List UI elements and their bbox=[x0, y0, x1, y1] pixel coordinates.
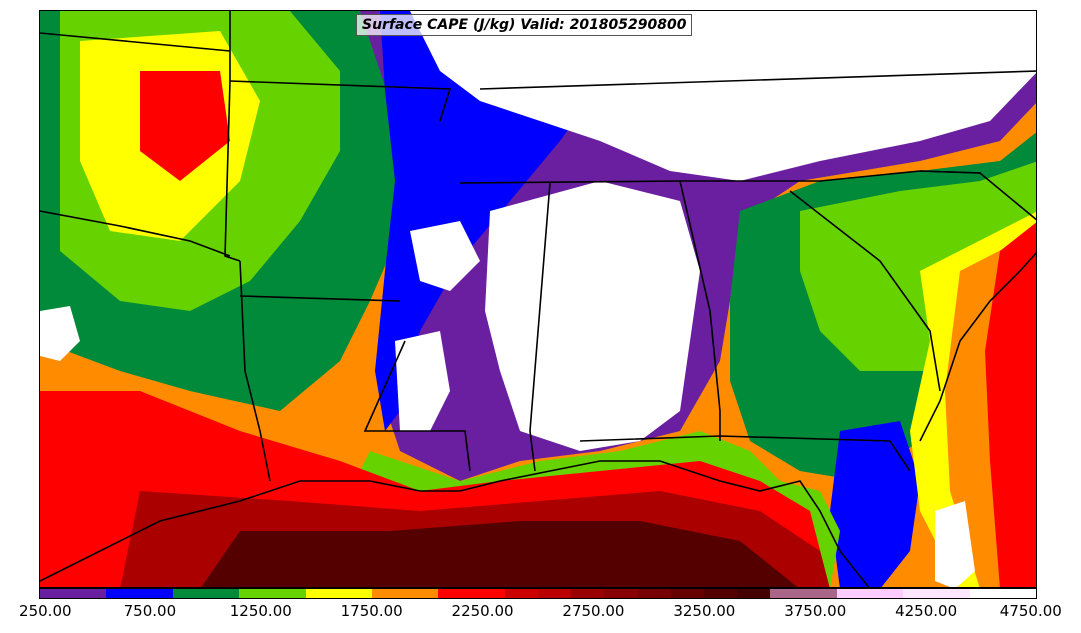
colorbar-tick-label: 250.00 bbox=[19, 602, 72, 620]
cape-region-red-nw bbox=[140, 71, 230, 181]
cape-region-white-florida bbox=[935, 501, 975, 587]
colorbar-segment bbox=[504, 589, 539, 598]
colorbar-segment bbox=[836, 589, 871, 598]
boundary-ozarks-north bbox=[40, 210, 231, 257]
colorbar-segment bbox=[936, 589, 970, 598]
boundary-sc-nc bbox=[919, 170, 1036, 221]
cape-region-darkestred-gulf bbox=[201, 521, 798, 587]
boundary-florida-panhandle bbox=[579, 435, 911, 472]
cape-colorbar bbox=[39, 588, 1037, 599]
cape-region-red-atlantic bbox=[985, 222, 1036, 587]
colorbar-segment bbox=[1002, 589, 1037, 598]
colorbar-segment bbox=[305, 589, 339, 598]
cape-region-white-alabama bbox=[485, 181, 700, 451]
coastline-atlantic bbox=[919, 252, 1036, 442]
colorbar-segment bbox=[40, 589, 74, 598]
cape-region-white-la bbox=[395, 331, 450, 431]
colorbar-segment bbox=[670, 589, 705, 598]
boundary-tennessee-north bbox=[479, 70, 1036, 90]
state-boundaries bbox=[40, 11, 1036, 587]
cape-region-white-north bbox=[410, 11, 1036, 181]
colorbar-segment bbox=[471, 589, 505, 598]
cape-map bbox=[39, 10, 1037, 588]
boundary-arkansas-louisiana bbox=[239, 295, 401, 302]
colorbar-segment bbox=[106, 589, 140, 598]
boundary-oklahoma-east bbox=[224, 11, 241, 262]
colorbar-segment bbox=[604, 589, 638, 598]
colorbar-tick-label: 3750.00 bbox=[784, 602, 847, 620]
colorbar-tick-label: 3250.00 bbox=[673, 602, 736, 620]
colorbar-segment bbox=[704, 589, 738, 598]
colorbar-tick-label: 1750.00 bbox=[340, 602, 403, 620]
boundary-missouri-arkansas bbox=[229, 80, 452, 122]
colorbar-segment bbox=[438, 589, 472, 598]
colorbar-tick-label: 750.00 bbox=[123, 602, 177, 620]
colorbar-segment bbox=[803, 589, 837, 598]
colorbar-tick-label: 4250.00 bbox=[895, 602, 958, 620]
colorbar-segment bbox=[338, 589, 373, 598]
colorbar-segment bbox=[637, 589, 671, 598]
colorbar-segment bbox=[538, 589, 572, 598]
colorbar-segment bbox=[172, 589, 207, 598]
map-title: Surface CAPE (J/kg) Valid: 201805290800 bbox=[356, 14, 693, 36]
colorbar-segment bbox=[870, 589, 904, 598]
colorbar-segment bbox=[372, 589, 406, 598]
colorbar-tick-label: 1250.00 bbox=[229, 602, 292, 620]
colorbar-tick-label: 4750.00 bbox=[999, 602, 1062, 620]
colorbar-segment bbox=[239, 589, 273, 598]
colorbar-tick-label: 2250.00 bbox=[451, 602, 514, 620]
boundary-georgia-sc bbox=[789, 190, 941, 392]
colorbar-tick-label: 2750.00 bbox=[562, 602, 625, 620]
colorbar-segment bbox=[903, 589, 937, 598]
cape-region-white-west bbox=[40, 306, 80, 361]
cape-region-blue-florida bbox=[830, 421, 920, 587]
colorbar-segment bbox=[405, 589, 439, 598]
cape-contour-map bbox=[40, 11, 1036, 587]
boundary-alabama-georgia bbox=[679, 180, 721, 441]
cape-region-white-mississippi bbox=[410, 221, 480, 291]
boundary-louisiana-mississippi bbox=[363, 340, 471, 472]
colorbar-segment bbox=[770, 589, 804, 598]
colorbar-segment bbox=[272, 589, 306, 598]
colorbar-segment bbox=[969, 589, 1003, 598]
colorbar-tick-labels: 250.00 750.00 1250.00 1750.00 2250.00 2750.00… bbox=[0, 600, 1081, 624]
coastline-gulf bbox=[40, 460, 870, 587]
boundary-kansas-oklahoma bbox=[40, 32, 231, 52]
colorbar-segment bbox=[73, 589, 107, 598]
colorbar-segment bbox=[139, 589, 173, 598]
boundary-texas-louisiana bbox=[239, 260, 271, 482]
colorbar-segment bbox=[571, 589, 605, 598]
colorbar-segment bbox=[737, 589, 771, 598]
colorbar-segment bbox=[206, 589, 240, 598]
boundary-mississippi-alabama bbox=[529, 182, 551, 472]
